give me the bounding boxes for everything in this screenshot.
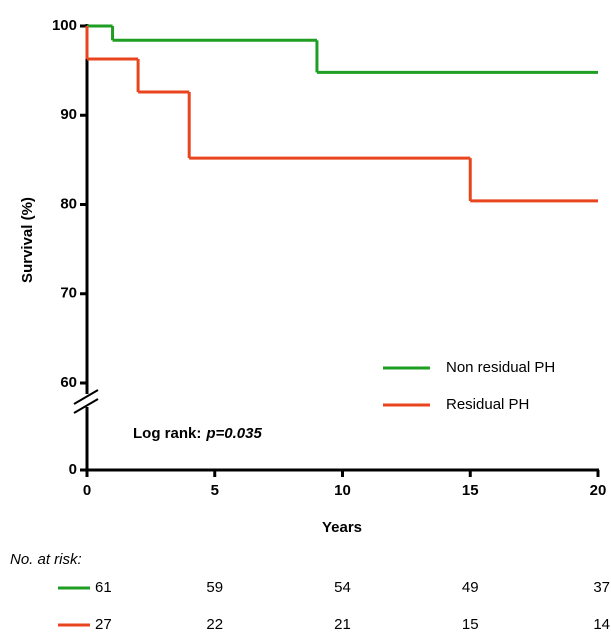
risk-count: 59 (206, 579, 223, 596)
risk-count: 61 (95, 579, 112, 596)
annotation: Log rank: p=0.035 (133, 425, 262, 442)
risk-count: 14 (593, 616, 610, 633)
x-axis-label: Years (322, 519, 362, 536)
risk-count: 15 (462, 616, 479, 633)
x-tick-label: 20 (590, 482, 607, 499)
risk-count: 27 (95, 616, 112, 633)
risk-count: 54 (334, 579, 351, 596)
legend-label: Residual PH (446, 396, 529, 413)
y-axis-label: Survival (%) (19, 197, 36, 283)
y-tick-label: 80 (60, 195, 77, 212)
y-tick-label: 100 (52, 17, 77, 34)
risk-count: 22 (206, 616, 223, 633)
y-tick-label: 70 (60, 285, 77, 302)
x-tick-label: 15 (462, 482, 479, 499)
legend-label: Non residual PH (446, 359, 555, 376)
x-tick-label: 0 (83, 482, 91, 499)
axis-break (73, 389, 99, 405)
annotation-text: Log rank: (133, 425, 201, 442)
x-tick-label: 10 (334, 482, 351, 499)
x-tick-label: 5 (211, 482, 219, 499)
y-tick-label: 60 (60, 374, 77, 391)
risk-count: 37 (593, 579, 610, 596)
y-tick-label: 0 (69, 461, 77, 478)
risk-title: No. at risk: (10, 551, 82, 568)
y-tick-label: 90 (60, 106, 77, 123)
risk-count: 49 (462, 579, 479, 596)
risk-count: 21 (334, 616, 351, 633)
axis-break (73, 398, 99, 414)
annotation-p: p=0.035 (205, 425, 262, 442)
